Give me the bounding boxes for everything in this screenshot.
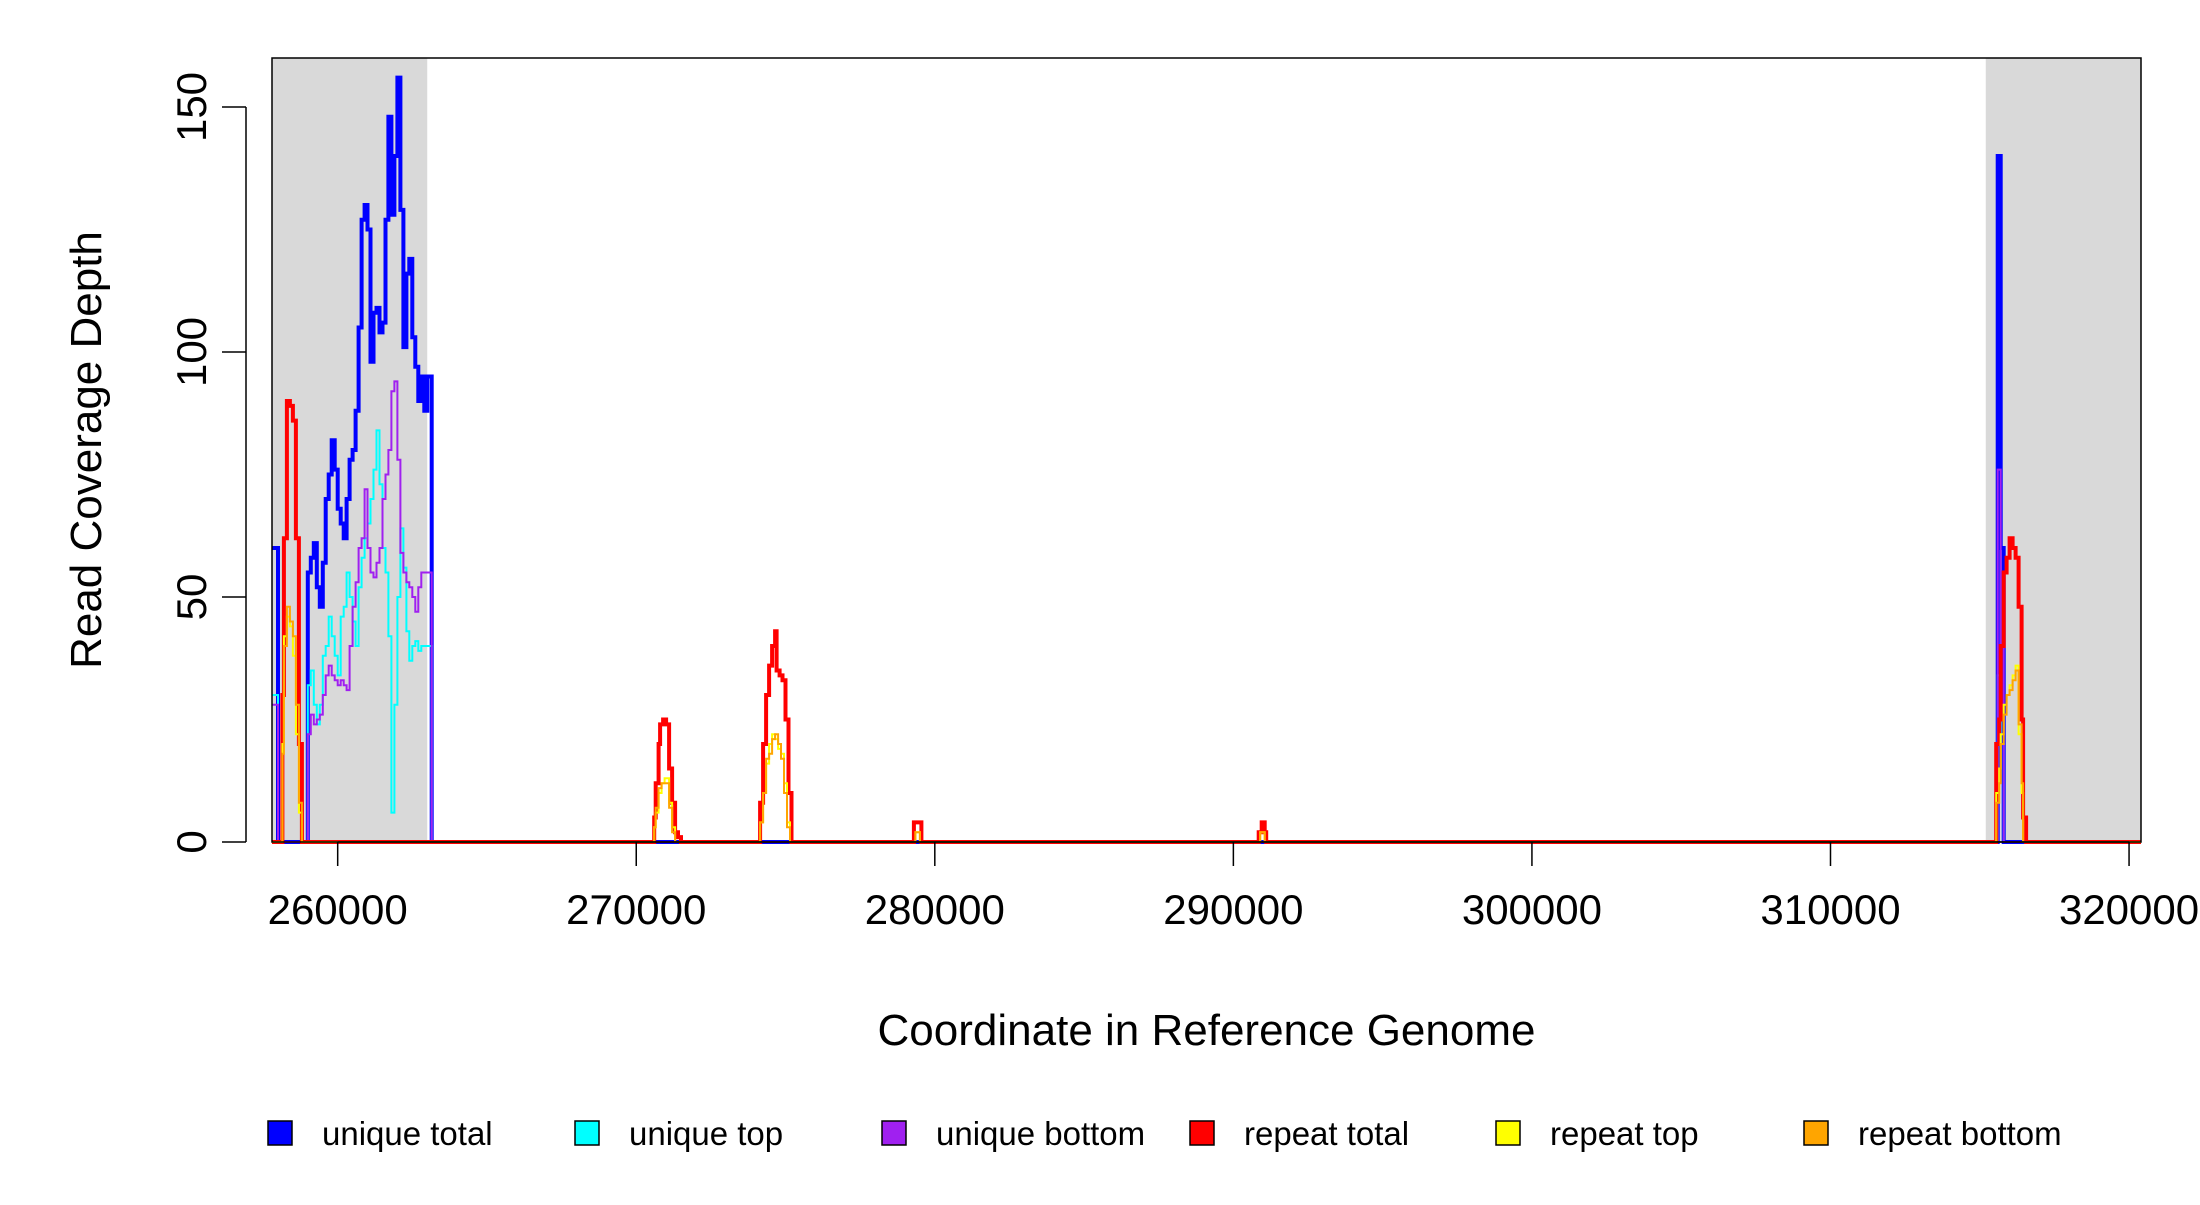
series-line-repeat-top <box>272 615 2141 843</box>
legend-label-repeat-total: repeat total <box>1244 1115 1409 1152</box>
x-tick-label: 320000 <box>2059 886 2199 933</box>
legend: unique total unique top unique bottom repea… <box>267 1115 2062 1152</box>
legend-label-repeat-bottom: repeat bottom <box>1858 1115 2062 1152</box>
y-tick-label: 50 <box>168 574 215 621</box>
x-tick-label: 270000 <box>566 886 706 933</box>
legend-swatch-repeat-top <box>1495 1120 1521 1146</box>
x-axis-label: Coordinate in Reference Genome <box>878 1006 1536 1055</box>
y-tick-label: 150 <box>168 72 215 142</box>
shaded-region-2 <box>1985 58 2141 842</box>
x-tick-label: 280000 <box>865 886 1005 933</box>
legend-swatch-unique-top <box>574 1120 600 1146</box>
legend-swatch-repeat-bottom <box>1803 1120 1829 1146</box>
legend-label-unique-total: unique total <box>322 1115 493 1152</box>
series-line-unique-bottom <box>272 380 2141 843</box>
legend-swatch-repeat-total <box>1189 1120 1215 1146</box>
x-tick-label: 300000 <box>1462 886 1602 933</box>
x-tick-label: 290000 <box>1163 886 1303 933</box>
y-tick-label: 100 <box>168 317 215 387</box>
legend-label-unique-top: unique top <box>629 1115 783 1152</box>
y-axis-label: Read Coverage Depth <box>62 231 111 669</box>
y-axis: 0 50 100 150 <box>168 72 247 854</box>
series-line-unique-top <box>272 429 2141 843</box>
x-axis: 260000 270000 280000 290000 300000 310000 3200… <box>268 841 2199 933</box>
legend-swatch-unique-total <box>267 1120 293 1146</box>
series-line-unique-total <box>272 75 2141 844</box>
series-layer <box>272 75 2141 844</box>
legend-label-repeat-top: repeat top <box>1550 1115 1699 1152</box>
x-tick-label: 260000 <box>268 886 408 933</box>
legend-label-unique-bottom: unique bottom <box>936 1115 1145 1152</box>
series-line-repeat-bottom <box>272 605 2141 843</box>
y-tick-label: 0 <box>168 830 215 853</box>
legend-swatch-unique-bottom <box>881 1120 907 1146</box>
shaded-regions <box>272 58 2141 842</box>
x-tick-label: 310000 <box>1760 886 1900 933</box>
series-line-repeat-total <box>272 399 2141 844</box>
plot-frame <box>271 57 2142 843</box>
